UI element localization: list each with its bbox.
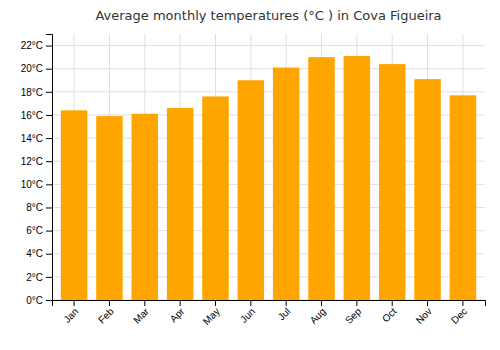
y-tick-label: 22°C <box>21 40 43 51</box>
x-tick: Jun <box>238 300 257 325</box>
y-tick-label: 6°C <box>26 225 43 236</box>
y-tick-mark <box>46 138 52 139</box>
y-tick-label: 4°C <box>26 248 43 259</box>
x-tick-label: Apr <box>168 305 187 324</box>
grid <box>52 34 485 300</box>
y-tick-mark <box>46 92 52 93</box>
x-tick: Sep <box>343 300 364 326</box>
y-tick-label: 8°C <box>26 202 43 213</box>
y-tick: 4°C <box>26 248 52 259</box>
bar <box>308 57 335 300</box>
y-tick-mark <box>46 46 52 47</box>
y-tick: 8°C <box>26 202 52 213</box>
bar <box>96 116 123 300</box>
x-tick-mark <box>74 300 75 306</box>
y-tick-mark <box>46 300 52 301</box>
y-tick-label: 14°C <box>21 133 43 144</box>
x-tick-label: May <box>201 306 222 327</box>
x-tick: Apr <box>168 300 187 324</box>
y-tick-label: 18°C <box>21 87 43 98</box>
x-tick: Jul <box>276 300 293 322</box>
x-tick-mark <box>427 300 428 306</box>
x-tick-label: Mar <box>131 305 151 325</box>
bar <box>238 80 265 300</box>
y-tick-mark <box>46 69 52 70</box>
x-tick-mark <box>286 300 287 306</box>
y-tick: 12°C <box>21 156 52 167</box>
bar <box>202 96 229 300</box>
x-tick-mark <box>392 300 393 306</box>
y-tick-label: 16°C <box>21 110 43 121</box>
y-tick-mark <box>46 207 52 208</box>
y-tick-mark <box>46 277 52 278</box>
bar <box>167 108 194 300</box>
y-tick-mark <box>46 115 52 116</box>
x-tick: Nov <box>414 300 434 326</box>
y-tick: 16°C <box>21 110 52 121</box>
y-tick-label: 10°C <box>21 179 43 190</box>
x-tick-label: Jun <box>238 306 257 325</box>
x-tick-mark <box>356 300 357 306</box>
y-tick-label: 20°C <box>21 63 43 74</box>
bar <box>273 68 300 300</box>
y-tick: 2°C <box>26 272 52 283</box>
x-axis: Jan Feb Mar Apr May Jun Jul Aug Sep Oct Nov Dec <box>53 300 486 327</box>
x-tick: Aug <box>308 300 328 326</box>
bar <box>61 110 88 300</box>
y-tick: 10°C <box>21 179 52 190</box>
y-tick-mark <box>46 184 52 185</box>
y-tick-mark <box>46 161 52 162</box>
x-tick-mark <box>321 300 322 306</box>
x-tick-mark <box>250 300 251 306</box>
title: Average monthly temperatures (°C ) in Co… <box>95 8 441 23</box>
x-tick-label: Feb <box>96 305 116 325</box>
y-tick: 22°C <box>21 40 52 51</box>
y-tick: 0°C <box>26 295 52 306</box>
bars <box>61 56 476 300</box>
x-tick-mark <box>109 300 110 306</box>
bar <box>414 79 441 300</box>
grid-line <box>52 45 485 46</box>
y-tick-mark <box>46 254 52 255</box>
bar <box>344 56 371 300</box>
y-axis: 0°C 2°C 4°C 6°C 8°C 10°C 12°C 14°C 16°C 18°C 20°C 2… <box>21 35 53 306</box>
x-tick-label: Oct <box>380 306 399 325</box>
x-tick-label: Dec <box>449 306 469 326</box>
y-tick: 6°C <box>26 225 52 236</box>
y-tick: 20°C <box>21 63 52 74</box>
x-axis-line <box>53 301 486 307</box>
bar <box>132 114 159 300</box>
x-tick-mark <box>215 300 216 306</box>
x-tick: Jan <box>61 300 80 325</box>
x-tick-label: Nov <box>414 306 434 326</box>
y-tick-label: 2°C <box>26 272 43 283</box>
x-tick-label: Jan <box>61 306 80 325</box>
bar <box>379 64 406 300</box>
y-tick: 18°C <box>21 87 52 98</box>
grid-line <box>52 68 485 69</box>
y-tick-label: 12°C <box>21 156 43 167</box>
x-tick: Oct <box>380 300 399 324</box>
x-tick: Mar <box>131 300 151 326</box>
y-axis-line <box>46 35 53 301</box>
bar <box>450 95 477 300</box>
x-tick-label: Aug <box>308 306 328 326</box>
y-tick-label: 0°C <box>26 295 43 306</box>
x-tick-mark <box>462 300 463 306</box>
x-tick-label: Jul <box>276 306 293 323</box>
x-tick: Dec <box>449 300 469 326</box>
x-tick-mark <box>144 300 145 306</box>
x-tick-label: Sep <box>343 305 364 326</box>
y-tick-mark <box>46 231 52 232</box>
y-tick: 14°C <box>21 133 52 144</box>
x-tick-mark <box>180 300 181 306</box>
x-tick: May <box>201 300 222 327</box>
chart: Jan Feb Mar Apr May Jun Jul Aug Sep Oct Nov Dec 0°C 2… <box>0 0 500 350</box>
x-tick: Feb <box>96 300 116 326</box>
